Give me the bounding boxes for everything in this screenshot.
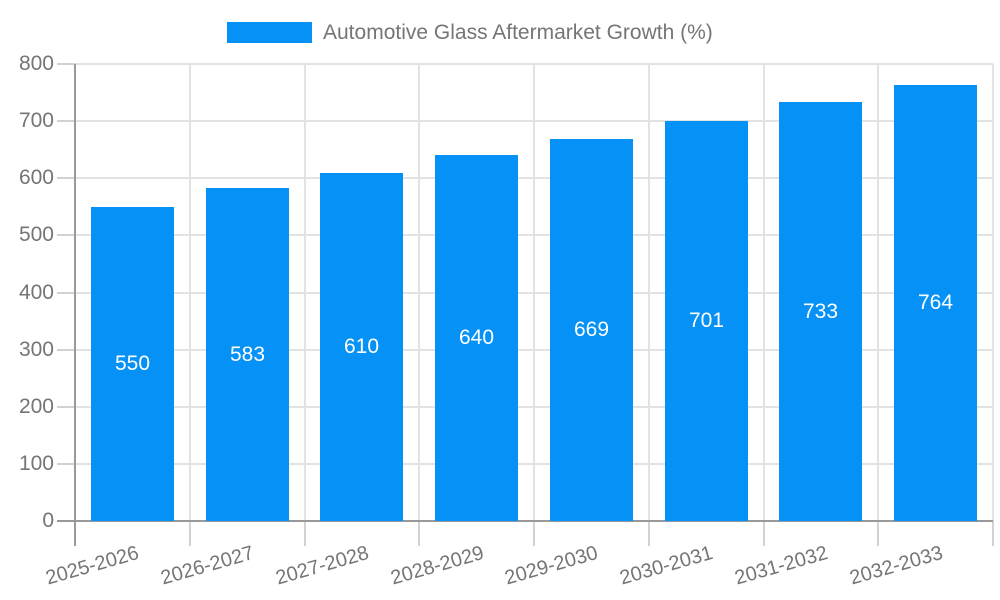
y-axis-tick-label: 400	[18, 280, 54, 304]
y-axis-tick-label: 600	[18, 166, 54, 190]
bar-value-label: 583	[229, 342, 266, 366]
y-axis-tick-label: 300	[18, 337, 54, 361]
x-axis-tick	[647, 521, 650, 546]
x-axis-tick	[533, 521, 535, 546]
y-axis-tick	[57, 291, 75, 294]
bar-2032-2033[interactable]: 764	[894, 85, 977, 521]
gridline-vertical	[303, 64, 306, 521]
y-axis-tick	[57, 348, 75, 351]
bar-2027-2028[interactable]: 610	[320, 173, 403, 521]
y-axis-tick-label: 0	[42, 509, 54, 532]
x-axis-tick	[188, 521, 191, 546]
y-axis-tick	[57, 462, 75, 465]
y-axis-tick-label: 500	[18, 223, 54, 247]
gridline-vertical	[418, 64, 421, 521]
x-axis-tick	[992, 521, 994, 546]
gridline-vertical	[762, 64, 765, 521]
gridline-vertical	[188, 64, 191, 521]
gridline-vertical	[877, 64, 880, 521]
x-axis-tick	[418, 521, 421, 546]
bar-value-label: 610	[343, 335, 380, 358]
bar-value-label: 640	[458, 326, 495, 349]
bar-2026-2027[interactable]: 583	[206, 188, 289, 521]
y-axis-tick-label: 800	[18, 52, 54, 75]
gridline-vertical	[992, 64, 994, 521]
y-axis-tick-label: 100	[18, 451, 54, 475]
y-axis-tick	[57, 120, 75, 123]
y-axis-tick	[57, 63, 75, 65]
x-axis-tick	[303, 521, 306, 546]
bar-2025-2026[interactable]: 550	[91, 207, 174, 521]
y-axis-line	[74, 64, 76, 546]
x-axis-tick	[877, 521, 880, 546]
bar-value-label: 733	[802, 299, 839, 323]
bar-2028-2029[interactable]: 640	[435, 155, 518, 521]
y-axis-tick-label: 700	[18, 109, 54, 133]
bar-value-label: 764	[917, 291, 954, 314]
y-axis-tick	[57, 234, 75, 237]
legend-label: Automotive Glass Aftermarket Growth (%)	[323, 21, 713, 44]
legend-swatch-icon	[227, 22, 312, 43]
gridline-vertical	[647, 64, 650, 521]
bar-value-label: 669	[573, 318, 610, 341]
gridline-vertical	[533, 64, 535, 521]
x-axis-line	[57, 520, 993, 522]
bar-2030-2031[interactable]: 701	[665, 121, 748, 521]
x-axis-tick	[762, 521, 765, 546]
bar-value-label: 701	[688, 309, 725, 332]
y-axis-tick	[57, 177, 75, 180]
bar-2031-2032[interactable]: 733	[779, 102, 862, 521]
y-axis-tick	[57, 405, 75, 408]
bar-2029-2030[interactable]: 669	[550, 139, 633, 521]
y-axis-tick-label: 200	[18, 394, 54, 418]
chart-legend[interactable]: Automotive Glass Aftermarket Growth (%)	[227, 22, 713, 43]
bar-value-label: 550	[114, 352, 151, 375]
